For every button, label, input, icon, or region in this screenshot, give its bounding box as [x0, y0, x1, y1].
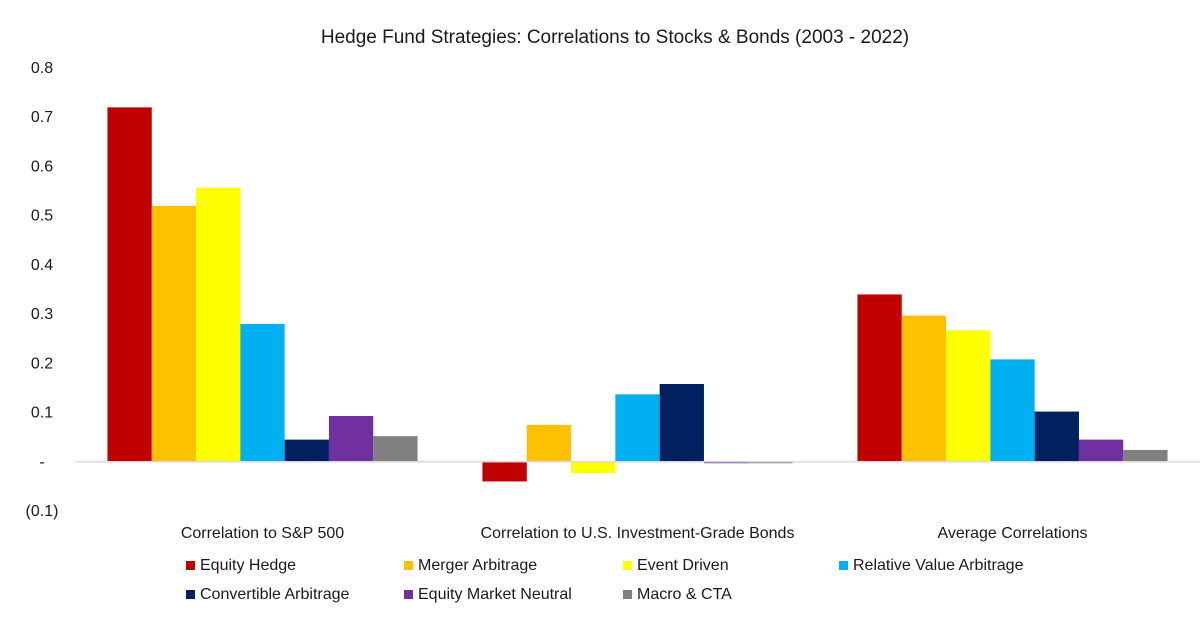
bar-equity-hedge-3 — [857, 294, 902, 462]
bar-equity-market-neutral-1 — [328, 416, 374, 462]
bar-event-driven-3 — [946, 330, 991, 462]
legend-swatch — [623, 561, 632, 570]
category-label: Correlation to S&P 500 — [181, 525, 344, 542]
bar-macro-cta-1 — [373, 436, 418, 462]
y-tick-label: 0.2 — [31, 355, 53, 372]
y-tick-label: (0.1) — [26, 503, 59, 520]
bar-convertible-arbitrage-1 — [284, 439, 329, 462]
y-tick-label: - — [39, 454, 44, 471]
bar-event-driven-2 — [571, 461, 616, 474]
bar-relative-value-arbitrage-2 — [615, 394, 660, 462]
y-tick-label: 0.7 — [31, 109, 53, 126]
bars — [107, 107, 1168, 482]
legend-label: Relative Value Arbitrage — [853, 557, 1024, 574]
y-tick-label: 0.4 — [31, 257, 53, 274]
legend-swatch — [404, 590, 413, 599]
bar-event-driven-1 — [196, 187, 241, 462]
legend-swatch — [186, 590, 195, 599]
category-label: Average Correlations — [937, 525, 1087, 542]
legend-label: Convertible Arbitrage — [200, 586, 350, 603]
bar-equity-hedge-2 — [482, 461, 527, 482]
y-tick-label: 0.6 — [31, 158, 53, 175]
legend-label: Equity Market Neutral — [418, 586, 572, 603]
legend-label: Equity Hedge — [200, 557, 296, 574]
y-tick-label: 0.8 — [31, 60, 53, 77]
legend-label: Merger Arbitrage — [418, 557, 537, 574]
category-labels: Correlation to S&P 500 Correlation to U.S… — [181, 525, 1088, 542]
legend-swatch — [623, 590, 632, 599]
legend-swatch — [839, 561, 848, 570]
legend-swatch — [186, 561, 195, 570]
bar-relative-value-arbitrage-3 — [990, 359, 1035, 462]
legend-swatch — [404, 561, 413, 570]
y-tick-label: 0.5 — [31, 208, 53, 225]
y-axis: 0.8 0.7 0.6 0.5 0.4 0.3 0.2 0.1 - (0.1) — [26, 60, 59, 520]
category-label: Correlation to U.S. Investment-Grade Bon… — [481, 525, 795, 542]
legend: Equity Hedge Merger Arbitrage Event Driven… — [186, 557, 1024, 603]
y-tick-label: 0.3 — [31, 306, 53, 323]
bar-equity-hedge-1 — [107, 107, 152, 462]
bar-equity-market-neutral-3 — [1078, 439, 1124, 462]
bar-merger-arbitrage-2 — [526, 424, 572, 462]
bar-merger-arbitrage-1 — [151, 205, 197, 462]
legend-label: Macro & CTA — [637, 586, 732, 603]
legend-label: Event Driven — [637, 557, 729, 574]
bar-convertible-arbitrage-3 — [1034, 411, 1079, 462]
y-tick-label: 0.1 — [31, 405, 53, 422]
bar-merger-arbitrage-3 — [901, 315, 947, 462]
bar-relative-value-arbitrage-1 — [240, 323, 285, 462]
bar-macro-cta-3 — [1123, 449, 1168, 462]
bar-convertible-arbitrage-2 — [659, 384, 704, 462]
chart-title: Hedge Fund Strategies: Correlations to S… — [321, 27, 909, 48]
